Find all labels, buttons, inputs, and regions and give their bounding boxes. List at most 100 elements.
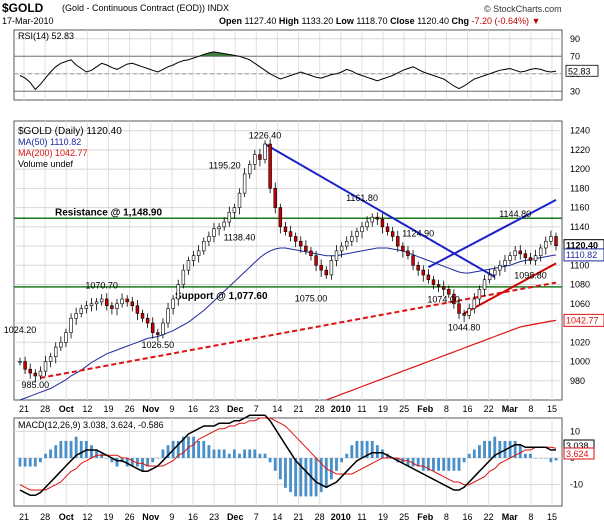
low-value: 1118.70 [356,16,388,26]
candle-body [339,245,344,252]
macd-histogram-bar [437,458,441,471]
candle-body [554,236,558,246]
macd-histogram-bar [181,436,185,458]
candle-body [513,250,517,256]
price-panel [13,120,563,401]
candle-body [135,305,140,314]
candle-body [258,154,262,160]
macd-x-tick-label: 25 [399,512,409,522]
candle-body [528,257,533,261]
candle-body [283,226,288,232]
candle-body [130,301,135,307]
candle-body [299,240,303,247]
last-close: 1120.40 [566,241,598,251]
price-x-tick-label: 15 [547,404,557,414]
price-legend-entry: MA(200) 1042.77 [18,148,88,158]
macd-histogram-bar [467,453,471,458]
macd-x-tick-label: 26 [125,512,135,522]
macd-x-tick-label: 19 [103,512,113,522]
macd-histogram-bar [299,458,303,497]
macd-histogram-bar [462,458,466,463]
price-x-tick-label: Feb [417,404,434,414]
candle-body [222,221,226,228]
macd-histogram-bar [156,458,160,459]
candle-body [120,298,124,305]
rsi-panel [13,29,563,101]
macd-histogram-bar [192,436,195,458]
candle-body [360,226,364,232]
ma200-line [326,319,557,401]
macd-x-tick-label: 8 [444,512,449,522]
macd-histogram-bar [452,458,456,471]
high-label: High [278,16,299,26]
macd-histogram-bar [207,445,211,458]
price-x-tick-label: Oct [59,404,74,414]
candle-body [110,305,114,309]
macd-signal-last-value: 3.624 [566,449,589,459]
price-x-tick-label: Nov [142,404,159,414]
candle-body [375,216,380,220]
candle-body [242,173,247,194]
macd-histogram-bar [23,458,27,467]
candle-body [401,245,405,252]
candle-body [477,289,482,300]
macd-histogram-bar [549,458,553,463]
price-x-tick-label: Dec [227,404,244,414]
price-annotation: 1098.80 [514,270,547,280]
price-x-tick-label: 21 [294,404,304,414]
rsi-tick-label: 30 [570,86,580,96]
macd-x-tick-label: Feb [417,512,434,522]
macd-histogram-bar [263,453,267,458]
price-annotation: 1195.20 [209,161,241,171]
price-annotation: 1024.20 [4,325,37,335]
macd-x-tick-label: 16 [188,512,198,522]
macd-histogram-bar [340,458,344,463]
candle-body [94,301,99,305]
candle-body [145,317,150,324]
candle-body [304,245,308,252]
candle-body [79,308,83,314]
open-value: 1127.40 [244,16,277,26]
price-tick-label: 1060 [570,299,590,309]
candle-body [288,231,293,237]
candle-body [344,240,349,247]
candle-body [99,298,104,303]
candle-body [59,341,63,348]
rsi-last-box [565,64,599,77]
macd-histogram-bar [355,440,359,458]
candle-body [406,250,410,256]
price-tick-label: 1180 [570,183,589,193]
chg-label: Chg [451,16,469,26]
price-tick-label: 1100 [570,260,589,270]
macd-histogram-bar [284,458,287,488]
macd-histogram-bar [518,445,522,458]
descending-trendline [264,143,496,278]
candle-body [237,192,242,208]
macd-x-tick-label: 7 [254,512,259,522]
candle-body [84,305,89,309]
macd-histogram-bar [28,458,32,467]
rsi-title: RSI(14) 52.83 [18,31,74,41]
candle-body [181,269,186,285]
macd-histogram-bar [278,458,282,480]
macd-histogram-bar [360,440,364,458]
macd-histogram-bar [508,440,512,458]
macd-histogram-bar [294,458,298,497]
price-tick-label: 980 [570,376,585,386]
macd-histogram-bar [217,449,221,458]
macd-histogram-bar [365,440,369,458]
close-label: Close [390,16,415,26]
macd-histogram-bar [493,436,497,458]
candle-body [293,236,298,242]
macd-histogram-bar [69,440,73,458]
candle-body [441,286,446,290]
macd-x-tick-label: 19 [378,512,388,522]
price-x-tick-label: 12 [82,404,92,414]
macd-histogram-bar [523,453,527,458]
price-tick-label: 1240 [570,126,590,136]
macd-histogram-bar [105,458,109,459]
brand-watermark: © StockCharts.com [484,4,562,14]
macd-histogram-bar [350,445,354,458]
price-x-tick-label: 16 [463,404,473,414]
